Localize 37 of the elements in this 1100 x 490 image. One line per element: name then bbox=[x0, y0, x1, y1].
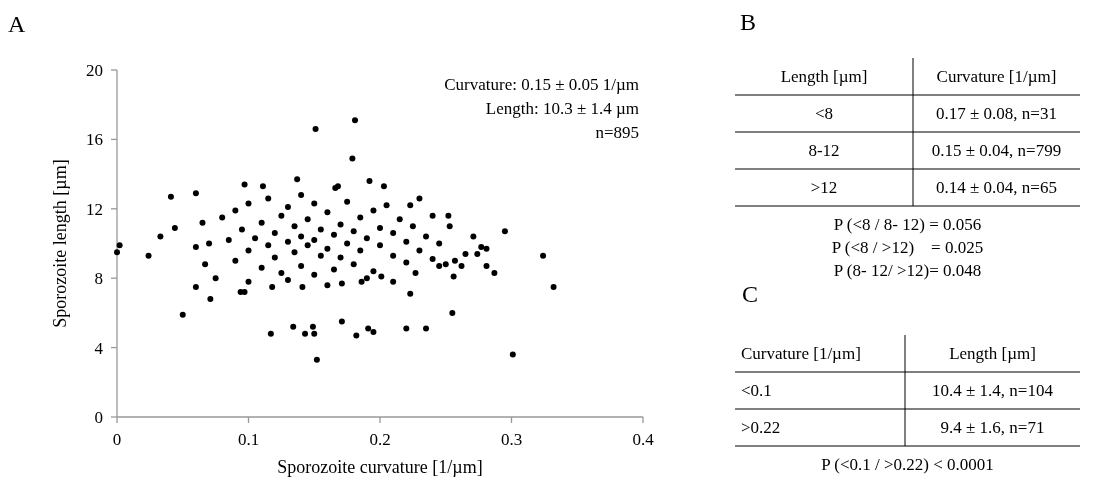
text: <8 bbox=[814, 104, 834, 124]
text: B bbox=[740, 9, 757, 35]
x-tick-label: 0.1 bbox=[237, 430, 260, 449]
text: P (8- 12/ >12)= 0.048 bbox=[833, 261, 982, 280]
text: 8-12 bbox=[808, 141, 840, 161]
text: 0.14 ± 0.04, n=65 bbox=[936, 178, 1057, 198]
category-label: Curvature [1/µm] bbox=[741, 344, 861, 364]
text: 9.4 ± 1.6, n=71 bbox=[940, 418, 1045, 438]
text: >0.22 bbox=[741, 418, 781, 438]
text: 10.4 ± 1.4, n=104 bbox=[932, 381, 1053, 401]
annotation: n=895 bbox=[595, 123, 639, 142]
category-label: Length [µm] bbox=[780, 67, 868, 87]
text: P (<0.1 / >0.22) < 0.0001 bbox=[821, 455, 994, 474]
text: >12 bbox=[810, 178, 838, 198]
category-label: Curvature [1/µm] bbox=[936, 67, 1057, 87]
y-tick-label: 12 bbox=[86, 199, 103, 219]
y-tick-label: 4 bbox=[94, 338, 104, 358]
x-tick-label: 0.2 bbox=[369, 430, 391, 449]
y-tick-label: 20 bbox=[86, 60, 103, 80]
annotation: Length: 10.3 ± 1.4 µm bbox=[485, 99, 639, 118]
text: <0.1 bbox=[741, 381, 772, 401]
chart-title: A bbox=[8, 11, 26, 37]
y-tick-label: 16 bbox=[86, 130, 103, 150]
x-axis-title: Sporozoite curvature [1/µm] bbox=[277, 457, 483, 477]
category-label: Length [µm] bbox=[949, 344, 1036, 364]
y-tick-label: 0 bbox=[94, 407, 103, 427]
y-tick-label: 8 bbox=[94, 269, 103, 289]
x-tick-label: 0.3 bbox=[500, 430, 523, 449]
annotation: Curvature: 0.15 ± 0.05 1/µm bbox=[444, 75, 639, 94]
y-axis-title: Sporozoite length [µm] bbox=[50, 159, 70, 328]
text: C bbox=[742, 281, 759, 307]
x-tick-label: 0.4 bbox=[632, 430, 655, 449]
text: P (<8 / >12) = 0.025 bbox=[831, 238, 984, 257]
text: P (<8 / 8- 12) = 0.056 bbox=[833, 215, 982, 234]
text: 0.17 ± 0.08, n=31 bbox=[936, 104, 1057, 124]
text: 0.15 ± 0.04, n=799 bbox=[931, 141, 1062, 161]
x-tick-label: 0 bbox=[112, 430, 122, 449]
